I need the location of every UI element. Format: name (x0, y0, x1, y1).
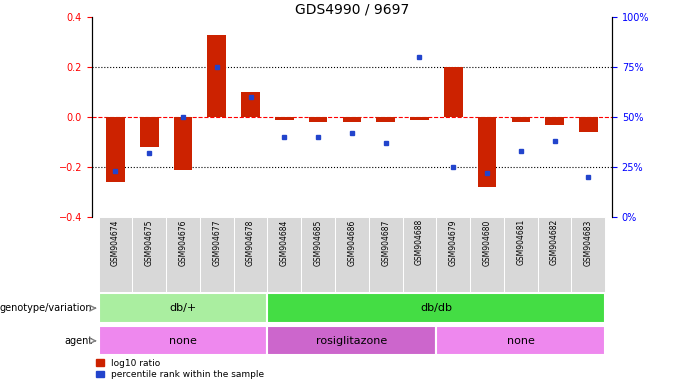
Bar (377, 117, 395, 122)
Text: rosiglitazone: rosiglitazone (316, 336, 388, 346)
Bar (545, 117, 564, 124)
Bar (200, 217, 234, 292)
Bar (579, 117, 598, 132)
Bar (410, 117, 429, 120)
Text: GSM904688: GSM904688 (415, 219, 424, 265)
Text: GSM904684: GSM904684 (280, 219, 289, 266)
Bar (106, 117, 124, 182)
Bar (504, 217, 538, 292)
Bar (511, 117, 530, 122)
Title: GDS4990 / 9697: GDS4990 / 9697 (294, 2, 409, 16)
Bar (470, 217, 504, 292)
Text: GSM904677: GSM904677 (212, 219, 221, 266)
Text: GSM904680: GSM904680 (483, 219, 492, 266)
Bar (140, 117, 158, 147)
Text: none: none (507, 336, 534, 346)
Text: GSM904687: GSM904687 (381, 219, 390, 266)
Bar (538, 217, 571, 292)
Bar (403, 217, 437, 292)
Bar (301, 217, 335, 292)
Bar (99, 217, 133, 292)
Bar (335, 217, 369, 292)
Bar (234, 217, 267, 292)
Text: GSM904674: GSM904674 (111, 219, 120, 266)
Text: agent: agent (64, 336, 92, 346)
Bar (241, 92, 260, 117)
Bar (369, 217, 403, 292)
Text: GSM904681: GSM904681 (516, 219, 525, 265)
Bar (309, 117, 327, 122)
Bar (437, 326, 605, 356)
Text: none: none (169, 336, 197, 346)
Text: GSM904679: GSM904679 (449, 219, 458, 266)
Bar (99, 326, 267, 356)
Bar (207, 35, 226, 117)
Text: genotype/variation: genotype/variation (0, 303, 92, 313)
Text: db/+: db/+ (169, 303, 197, 313)
Bar (99, 293, 267, 323)
Bar (267, 217, 301, 292)
Text: GSM904682: GSM904682 (550, 219, 559, 265)
Bar (166, 217, 200, 292)
Text: GSM904683: GSM904683 (584, 219, 593, 266)
Legend: log10 ratio, percentile rank within the sample: log10 ratio, percentile rank within the … (97, 359, 264, 379)
Bar (173, 117, 192, 170)
Bar (437, 217, 470, 292)
Text: GSM904685: GSM904685 (313, 219, 322, 266)
Bar (275, 117, 294, 120)
Bar (571, 217, 605, 292)
Bar (267, 326, 437, 356)
Text: GSM904678: GSM904678 (246, 219, 255, 266)
Bar (478, 117, 496, 187)
Bar (133, 217, 166, 292)
Bar (444, 67, 462, 117)
Text: GSM904676: GSM904676 (179, 219, 188, 266)
Text: GSM904686: GSM904686 (347, 219, 356, 266)
Text: GSM904675: GSM904675 (145, 219, 154, 266)
Bar (343, 117, 361, 122)
Bar (267, 293, 605, 323)
Text: db/db: db/db (420, 303, 452, 313)
